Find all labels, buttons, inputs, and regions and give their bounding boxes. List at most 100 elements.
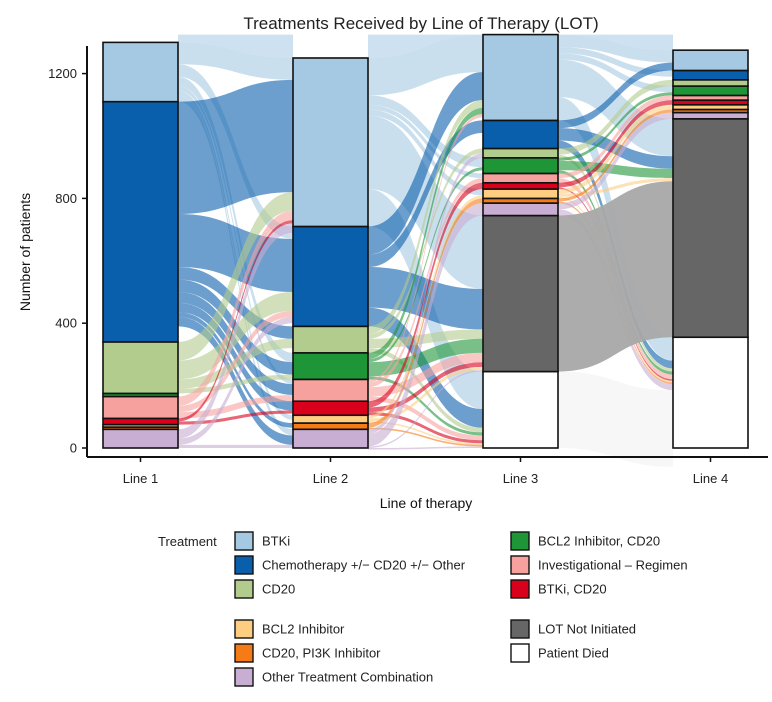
flow-bcl2-inhibitor-cd20-to-patient-died-line2 — [368, 376, 483, 436]
flow-btki-to-btki-line3 — [558, 34, 673, 63]
flow-investigational-regimen-to-investigational-regimen-line3 — [558, 95, 673, 179]
flow-chemotherapy-cd20-other-to-btki-cd20-line1 — [178, 302, 293, 411]
flow-investigational-regimen-to-btki-line2 — [368, 114, 483, 383]
legend-swatch-lot-not-initiated — [510, 619, 530, 639]
flow-btki-cd20-to-btki-line1 — [178, 220, 293, 422]
x-tick-label-line2: Line 2 — [313, 471, 348, 486]
flow-lot-not-initiated-to-lot-not-initiated-line3 — [558, 181, 673, 372]
node-bcl2-inhibitor-line2 — [292, 414, 369, 424]
chart-title: Treatments Received by Line of Therapy (… — [243, 14, 598, 33]
node-layer — [102, 33, 749, 449]
y-axis-ticks: 0 400 800 1200 — [48, 66, 87, 456]
node-cd20-line1 — [102, 341, 179, 395]
flow-bcl2-inhibitor-cd20-to-lot-not-initiated-line2 — [368, 338, 483, 377]
flow-btki-to-btki-line2 — [368, 34, 483, 96]
flow-other-treatment-combination-to-patient-died-line2 — [368, 446, 483, 450]
legend: Treatment BTKi Chemotherapy +/− CD20 +/− … — [158, 531, 688, 687]
y-axis-title: Number of patients — [17, 193, 33, 311]
legend-swatch-btki-cd20 — [510, 579, 530, 599]
flow-btki-cd20-to-btki-cd20-line3 — [558, 100, 673, 188]
legend-label-chemotherapy-cd20-other: Chemotherapy +/− CD20 +/− Other — [262, 558, 466, 573]
legend-label-lot-not-initiated: LOT Not Initiated — [538, 622, 636, 637]
node-cd20-line2 — [292, 325, 369, 354]
flow-investigational-regimen-to-lot-not-initiated-line2 — [368, 352, 483, 397]
flow-btki-to-bcl2-inhibitor-cd20-line2 — [368, 95, 483, 168]
flow-cd20-to-chemotherapy-cd20-other-line1 — [178, 291, 293, 380]
remaining-band-1-2 — [178, 34, 293, 58]
flow-bcl2-inhibitor-cd20-to-bcl2-inhibitor-cd20-line3 — [558, 92, 673, 161]
legend-swatch-cd20 — [234, 579, 254, 599]
flow-other-treatment-combination-to-other-treatment-combination-line2 — [368, 203, 483, 447]
node-chemotherapy-cd20-other-line1 — [102, 100, 179, 343]
flow-bcl2-inhibitor-to-patient-died-line2 — [368, 421, 483, 445]
legend-swatch-chemotherapy-cd20-other — [234, 555, 254, 575]
flow-cd20-to-cd20-line3 — [558, 79, 673, 155]
node-chemotherapy-cd20-other-line2 — [292, 225, 369, 328]
flow-chemotherapy-cd20-other-to-patient-died-line2 — [368, 307, 483, 428]
flow-patient-died-to-patient-died-line3 — [558, 371, 673, 467]
flow-bcl2-inhibitor-to-bcl2-inhibitor-line3 — [558, 104, 673, 194]
node-btki-line1 — [102, 41, 179, 103]
flow-chemotherapy-cd20-other-to-btki-line3 — [558, 62, 673, 129]
node-cd20-pi3k-inhibitor-line2 — [292, 422, 369, 431]
flow-other-treatment-combination-to-other-treatment-combination-line3 — [558, 112, 673, 210]
flow-btki-cd20-to-btki-cd20-line1 — [178, 410, 293, 425]
flow-other-treatment-combination-to-lot-not-initiated-line2 — [368, 369, 483, 448]
legend-swatch-other-treatment-combination — [234, 667, 254, 687]
node-lot-not-initiated-line4 — [672, 118, 749, 339]
legend-label-investigational-regimen: Investigational – Regimen — [538, 558, 688, 573]
node-chemotherapy-cd20-other-line4 — [672, 69, 749, 81]
plot-area — [102, 33, 749, 467]
legend-label-bcl2-inhibitor: BCL2 Inhibitor — [262, 622, 345, 637]
node-cd20-line4 — [672, 79, 749, 87]
flow-cd20-to-btki-line2 — [368, 100, 483, 335]
legend-label-cd20: CD20 — [262, 582, 295, 597]
node-chemotherapy-cd20-other-line3 — [482, 119, 559, 150]
flow-btki-to-btki-line1 — [178, 42, 293, 80]
flow-other-treatment-combination-to-other-treatment-combination-line1 — [178, 444, 293, 448]
flow-btki-to-investigational-regimen-line2 — [368, 104, 483, 179]
legend-label-btki-cd20: BTKi, CD20 — [538, 582, 607, 597]
y-tick-label-400: 400 — [55, 316, 77, 331]
legend-title: Treatment — [158, 534, 217, 549]
legend-swatch-btki — [234, 531, 254, 551]
flow-bcl2-inhibitor-cd20-to-btki-line2 — [368, 107, 483, 360]
x-tick-label-line1: Line 1 — [123, 471, 158, 486]
flow-chemotherapy-cd20-other-to-cd20-pi3k-inhibitor-line1 — [178, 312, 293, 428]
flow-cd20-pi3k-inhibitor-to-cd20-pi3k-inhibitor-line2 — [368, 198, 483, 428]
node-investigational-regimen-line1 — [102, 395, 179, 420]
node-bcl2-inhibitor-cd20-line4 — [672, 85, 749, 97]
node-lot-not-initiated-line3 — [482, 214, 559, 373]
node-btki-cd20-line1 — [102, 417, 179, 426]
flow-other-treatment-combination-to-btki-line1 — [178, 223, 293, 439]
flow-layer — [178, 34, 673, 467]
node-patient-died-line3 — [482, 370, 559, 449]
flow-bcl2-inhibitor-cd20-to-bcl2-inhibitor-cd20-line2 — [368, 167, 483, 363]
legend-label-bcl2-inhibitor-cd20: BCL2 Inhibitor, CD20 — [538, 534, 660, 549]
node-patient-died-line4 — [672, 336, 749, 449]
node-btki-line3 — [482, 33, 559, 122]
node-cd20-line3 — [482, 147, 559, 159]
flow-cd20-pi3k-inhibitor-to-patient-died-line2 — [368, 427, 483, 447]
node-bcl2-inhibitor-line3 — [482, 188, 559, 200]
flow-chemotherapy-cd20-other-to-btki-line2 — [368, 72, 483, 255]
flow-other-treatment-combination-to-cd20-line2 — [368, 153, 483, 434]
flow-cd20-to-patient-died-line2 — [368, 348, 483, 433]
flow-chemotherapy-cd20-other-to-chemotherapy-cd20-other-line1 — [178, 213, 293, 292]
node-btki-line2 — [292, 57, 369, 228]
flow-btki-to-lot-not-initiated-line3 — [558, 59, 673, 157]
flow-chemotherapy-cd20-other-to-chemotherapy-cd20-other-line2 — [368, 120, 483, 268]
x-tick-label-line3: Line 3 — [503, 471, 538, 486]
flow-investigational-regimen-to-investigational-regimen-line2 — [368, 178, 483, 388]
y-tick-label-0: 0 — [70, 441, 77, 456]
legend-swatch-investigational-regimen — [510, 555, 530, 575]
flow-btki-cd20-to-patient-died-line2 — [368, 412, 483, 444]
flow-cd20-to-btki-line1 — [178, 192, 293, 361]
x-axis-title: Line of therapy — [380, 495, 473, 511]
flow-investigational-regimen-to-chemotherapy-cd20-other-line1 — [178, 310, 293, 413]
node-investigational-regimen-line3 — [482, 172, 559, 184]
node-other-treatment-combination-line4 — [672, 111, 749, 120]
node-other-treatment-combination-line1 — [102, 428, 179, 449]
legend-label-patient-died: Patient Died — [538, 646, 609, 661]
legend-label-btki: BTKi — [262, 534, 290, 549]
